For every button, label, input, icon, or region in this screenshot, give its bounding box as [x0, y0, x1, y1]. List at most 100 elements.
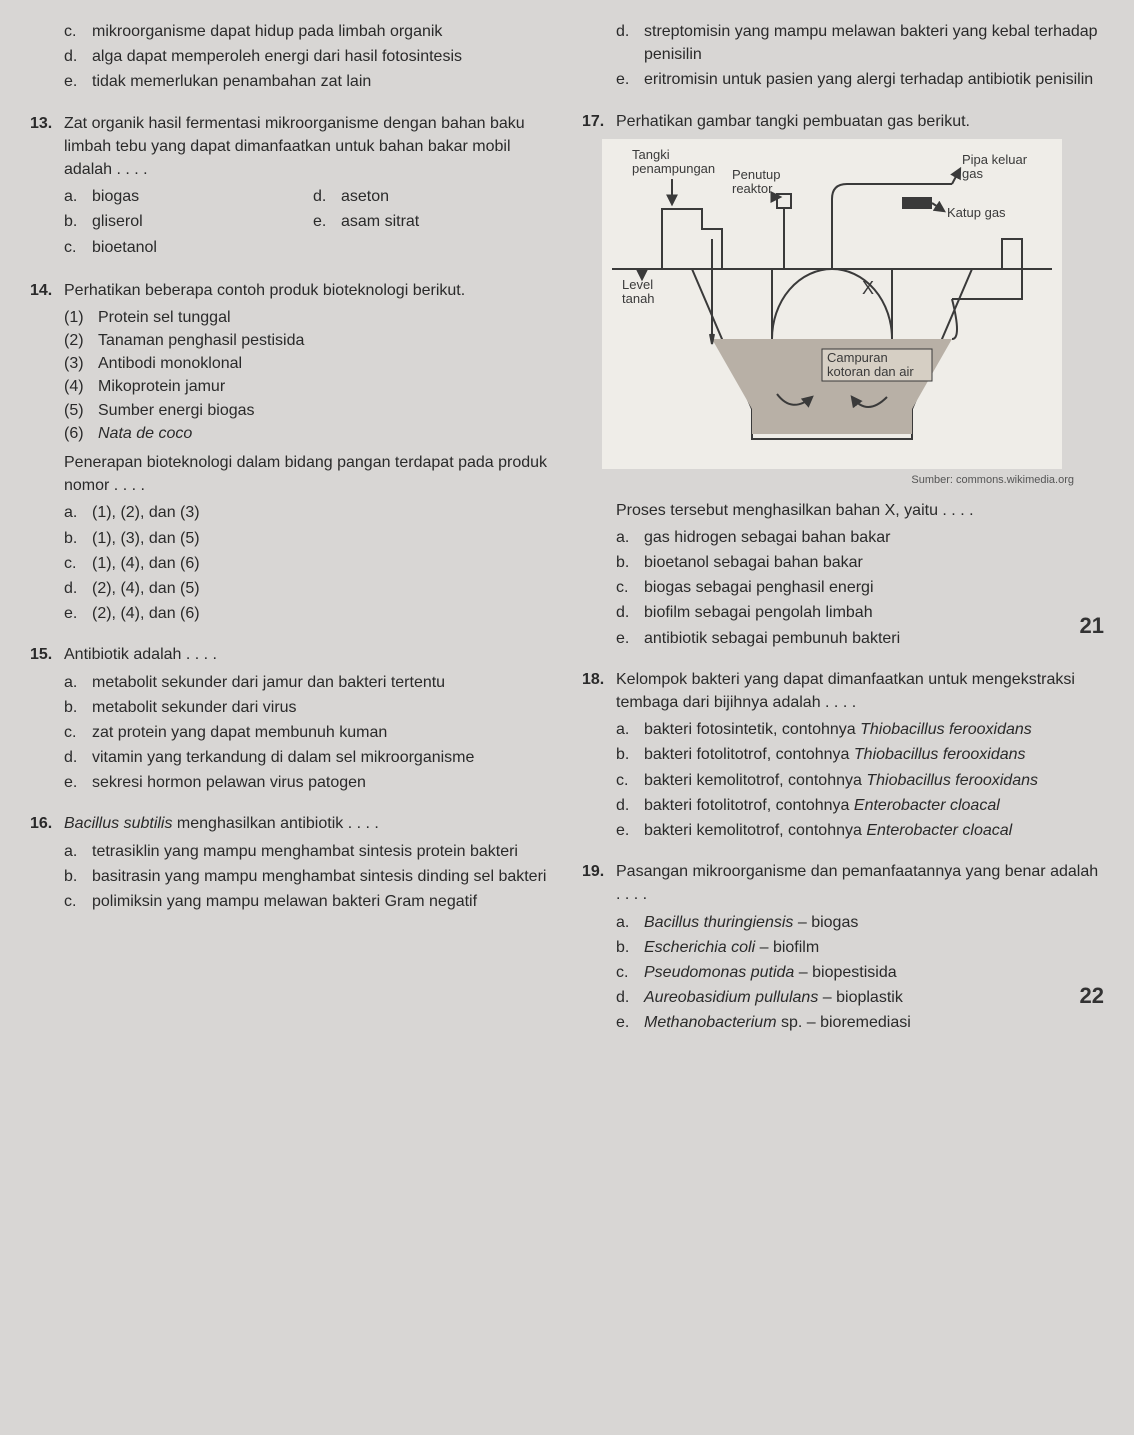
opt-text: Methanobacterium sp. – bioreme­diasi — [644, 1011, 1104, 1034]
svg-text:Campuran: Campuran — [827, 350, 888, 365]
opt-text: metabolit sekunder dari virus — [92, 696, 552, 719]
opt-letter: a. — [64, 671, 92, 694]
q14-item-2: (2)Tanaman penghasil pestisida — [64, 329, 552, 352]
opt-text: eritromisin untuk pasien yang alergi ter… — [644, 68, 1104, 91]
svg-text:Penutup: Penutup — [732, 167, 780, 182]
q14-item-6: (6)Nata de coco — [64, 422, 552, 445]
q12-opt-c: c. mikroorganisme dapat hidup pada limba… — [64, 20, 552, 43]
opt-text: bakteri kemolitotrof, contohnya En­terob… — [644, 819, 1104, 842]
opt-text: tetrasiklin yang mampu menghambat sintes… — [92, 840, 552, 863]
opt-letter: b. — [616, 743, 644, 766]
opt-post: – biopestisida — [794, 964, 896, 981]
q17-opt-c: c.biogas sebagai penghasil energi — [616, 576, 1104, 599]
item-text: Nata de coco — [98, 422, 192, 445]
q16-stem: Bacillus subtilis menghasilkan antibioti… — [64, 812, 552, 835]
opt-italic: Bacillus thuringiensis — [644, 914, 793, 931]
q14-item-1: (1)Protein sel tunggal — [64, 306, 552, 329]
q16-number: 16. — [30, 812, 64, 835]
q19-opt-e: e.Methanobacterium sp. – bioreme­diasi — [616, 1011, 1104, 1034]
q16-opt-e: e.eritromisin untuk pasien yang alergi t… — [616, 68, 1104, 91]
opt-pre: bakteri fotolitotrof, contohnya — [644, 797, 854, 814]
opt-letter: b. — [64, 210, 92, 233]
item-text: Sumber energi biogas — [98, 399, 255, 422]
opt-letter: b. — [64, 696, 92, 719]
opt-text: Escherichia coli – biofilm — [644, 936, 1104, 959]
q19-opt-c: c.Pseudomonas putida – biopestisida — [616, 961, 1104, 984]
opt-post: – bioplastik — [818, 989, 903, 1006]
q12-opt-d: d. alga dapat memperoleh energi dari has… — [64, 45, 552, 68]
question-17: 17. Perhatikan gambar tangki pembuatan g… — [582, 110, 1104, 650]
opt-italic: Escherichia coli — [644, 939, 755, 956]
opt-text: (1), (4), dan (6) — [92, 552, 552, 575]
opt-letter: c. — [616, 576, 644, 599]
opt-text: biogas sebagai penghasil energi — [644, 576, 1104, 599]
opt-text: Bacillus thuringiensis – biogas — [644, 911, 1104, 934]
opt-letter: e. — [313, 210, 341, 233]
opt-pre: bakteri fotolitotrof, contohnya — [644, 746, 854, 763]
q16-opt-d: d.streptomisin yang mampu melawan bakter… — [616, 20, 1104, 66]
q14-opt-d: d.(2), (4), dan (5) — [64, 577, 552, 600]
q14-stem: Perhatikan beberapa contoh produk biotek… — [64, 279, 552, 302]
opt-letter: a. — [616, 718, 644, 741]
q15-number: 15. — [30, 643, 64, 666]
opt-text: basitrasin yang mampu menghambat sintesi… — [92, 865, 552, 888]
opt-text: alga dapat memperoleh energi dari hasil … — [92, 45, 552, 68]
q13-opt-a: a.biogas — [64, 185, 303, 208]
svg-text:tanah: tanah — [622, 291, 655, 306]
opt-italic: Thio­bacillus ferooxidans — [854, 746, 1026, 763]
q14-opt-e: e.(2), (4), dan (6) — [64, 602, 552, 625]
q16-stem-rest: menghasilkan antibiotik . . . . — [172, 815, 378, 832]
q18-number: 18. — [582, 668, 616, 691]
opt-text: streptomisin yang mampu melawan bakteri … — [644, 20, 1104, 66]
q18-opt-b: b.bakteri fotolitotrof, contohnya Thio­b… — [616, 743, 1104, 766]
svg-text:penampungan: penampungan — [632, 161, 715, 176]
q14-item-5: (5)Sumber energi biogas — [64, 399, 552, 422]
diagram-source: Sumber: commons.wikimedia.org — [602, 473, 1104, 489]
q16-opt-a: a.tetrasiklin yang mampu menghambat sint… — [64, 840, 552, 863]
opt-letter: e. — [616, 819, 644, 842]
opt-text: Pseudomonas putida – biopestisida — [644, 961, 1104, 984]
q14-opt-c: c.(1), (4), dan (6) — [64, 552, 552, 575]
opt-text: metabolit sekunder dari jamur dan bakter… — [92, 671, 552, 694]
item-num: (2) — [64, 329, 98, 352]
q17-number: 17. — [582, 110, 616, 133]
opt-text: (2), (4), dan (6) — [92, 602, 552, 625]
opt-text: Aureobasidium pullulans – bioplastik — [644, 986, 1104, 1009]
q16-opt-c: c.polimiksin yang mampu melawan bakteri … — [64, 890, 552, 913]
opt-text: bakteri fotosintetik, contohnya Thio­bac… — [644, 718, 1104, 741]
column-right: d.streptomisin yang mampu melawan bakter… — [582, 20, 1104, 1052]
opt-letter: a. — [616, 911, 644, 934]
opt-letter: e. — [64, 70, 92, 93]
svg-text:Pipa keluar: Pipa keluar — [962, 152, 1028, 167]
item-num: (6) — [64, 422, 98, 445]
opt-letter: e. — [64, 771, 92, 794]
opt-post: sp. – bioreme­diasi — [777, 1014, 911, 1031]
q15-opt-e: e.sekresi hormon pelawan virus patogen — [64, 771, 552, 794]
opt-letter: c. — [64, 552, 92, 575]
q15-opt-a: a.metabolit sekunder dari jamur dan bakt… — [64, 671, 552, 694]
opt-text: polimiksin yang mampu melawan bakteri Gr… — [92, 890, 552, 913]
q19-opt-b: b.Escherichia coli – biofilm — [616, 936, 1104, 959]
q15-opt-d: d.vitamin yang terkandung di dalam sel m… — [64, 746, 552, 769]
q18-opt-c: c.bakteri kemolitotrof, contohnya Thio­b… — [616, 769, 1104, 792]
q15-opt-b: b.metabolit sekunder dari virus — [64, 696, 552, 719]
q14-substem: Penerapan bioteknologi dalam bidang pang… — [30, 451, 552, 497]
q19-opt-a: a.Bacillus thuringiensis – biogas — [616, 911, 1104, 934]
opt-letter: d. — [64, 577, 92, 600]
item-num: (5) — [64, 399, 98, 422]
opt-post: – biogas — [793, 914, 858, 931]
opt-text: bioetanol sebagai bahan bakar — [644, 551, 1104, 574]
opt-letter: d. — [313, 185, 341, 208]
opt-text: biogas — [92, 185, 303, 208]
opt-text: vitamin yang terkandung di dalam sel mik… — [92, 746, 552, 769]
opt-letter: c. — [64, 236, 92, 259]
opt-text: gas hidrogen sebagai bahan bakar — [644, 526, 1104, 549]
item-text: Antibodi monoklonal — [98, 352, 242, 375]
q12-continuation: c. mikroorganisme dapat hidup pada limba… — [30, 20, 552, 94]
q12-opt-e: e. tidak memerlukan penambahan zat lain — [64, 70, 552, 93]
q18-opt-a: a.bakteri fotosintetik, contohnya Thio­b… — [616, 718, 1104, 741]
svg-text:Katup gas: Katup gas — [947, 205, 1006, 220]
question-19: 19. Pasangan mikroorganisme dan peman­fa… — [582, 860, 1104, 1034]
item-text: Tanaman penghasil pestisida — [98, 329, 304, 352]
column-left: c. mikroorganisme dapat hidup pada limba… — [30, 20, 552, 1052]
